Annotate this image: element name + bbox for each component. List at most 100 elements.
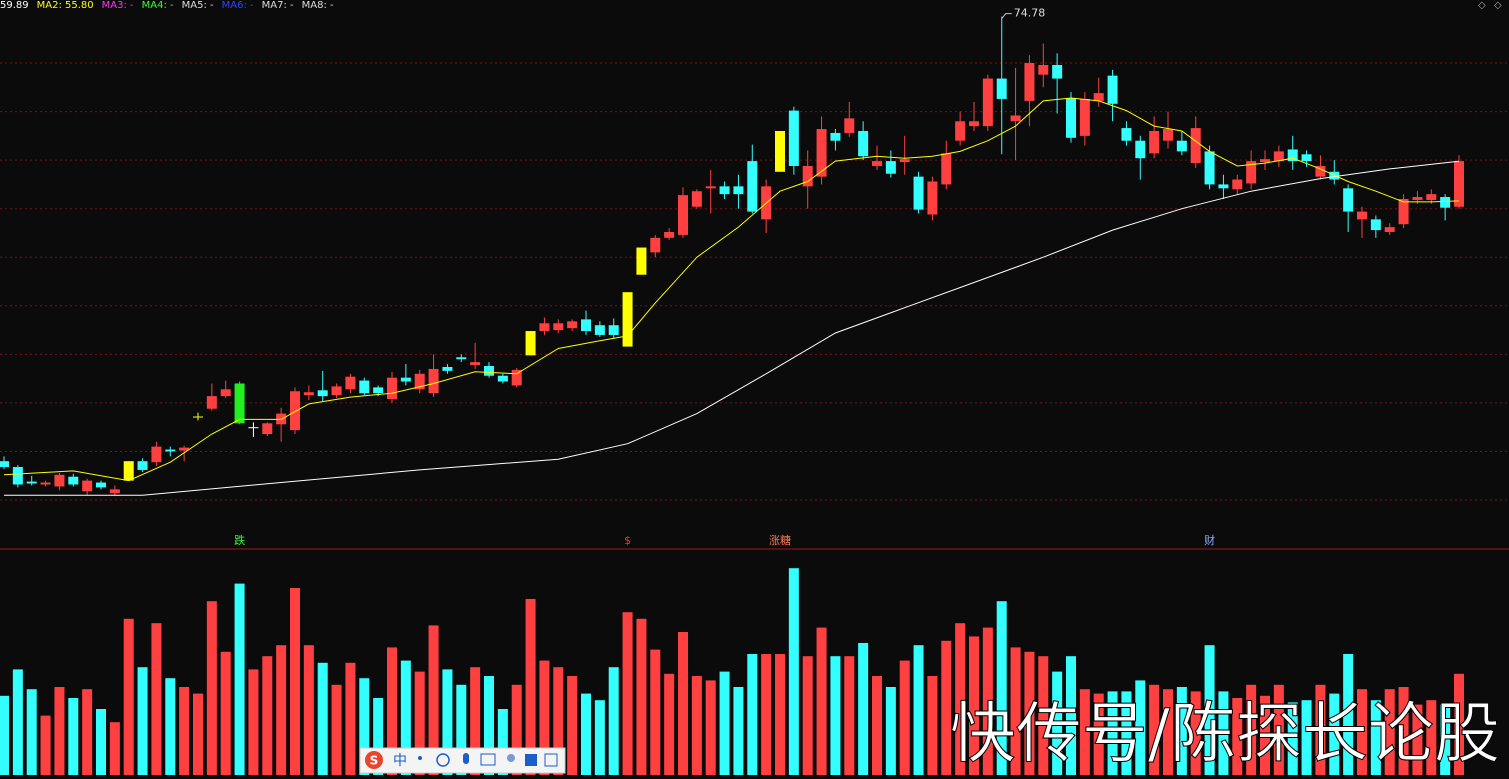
volume-bar [1426, 700, 1437, 775]
volume-bar [816, 627, 827, 775]
legend-entry: MA2: 55.80 [37, 0, 94, 11]
volume-bar [691, 676, 702, 775]
candle-body [12, 467, 23, 485]
candle-body [1079, 98, 1090, 136]
candle-body [179, 447, 190, 451]
volume-bar [1163, 689, 1173, 775]
volume-bar [345, 662, 356, 775]
volume-bar [1370, 700, 1381, 775]
candle-body [678, 195, 688, 235]
candle-body [165, 449, 176, 452]
volume-bar [913, 645, 924, 775]
candle-body [1273, 151, 1284, 162]
corner-icon: ◇ [1494, 0, 1502, 11]
volume-bar [123, 618, 134, 775]
volume-bar [1246, 684, 1257, 775]
volume-bar [303, 645, 314, 775]
candle-body [1412, 197, 1423, 200]
event-label: 涨糖 [769, 533, 791, 547]
candle-body [581, 319, 591, 332]
volume-bar [165, 678, 176, 775]
candle-body [387, 377, 397, 400]
volume-bar [1052, 671, 1063, 775]
volume-bar [40, 715, 51, 775]
legend-entry: MA4: - [142, 0, 174, 11]
candle-body [982, 78, 993, 127]
candle-body [1398, 198, 1409, 225]
corner-icon: ◇ [1478, 0, 1486, 11]
volume-bar [719, 671, 730, 775]
candle-body [123, 461, 134, 481]
candle-body [442, 366, 453, 371]
candle-body [788, 110, 799, 166]
volume-bar [456, 684, 467, 775]
watermark: 快传号/陈探长论股 [950, 695, 1500, 772]
volume-bar [1412, 704, 1423, 775]
candle-body [1246, 161, 1257, 184]
volume-bar [581, 693, 591, 775]
volume-bar [151, 623, 162, 775]
volume-bar [359, 678, 370, 775]
volume-bar [1301, 700, 1312, 775]
volume-bar [525, 599, 536, 775]
volume-bar [1024, 651, 1035, 775]
volume-bar [0, 695, 9, 775]
volume-bar [830, 656, 841, 775]
candle-body [359, 380, 370, 394]
volume-bar [1038, 656, 1049, 775]
candle-body [996, 78, 1007, 99]
candle-body [0, 461, 9, 468]
volume-bar [636, 618, 647, 775]
candle-body [1204, 151, 1215, 185]
volume-bar [1190, 691, 1201, 775]
candle-body [872, 161, 882, 166]
candle-body [1038, 64, 1049, 75]
candle-body [1440, 197, 1451, 208]
volume-bar [484, 676, 494, 775]
event-label: 跌 [234, 533, 245, 547]
volume-bar [400, 660, 411, 775]
candle-body [373, 387, 384, 394]
candle-body [26, 481, 37, 484]
volume-bar [1357, 689, 1367, 775]
volume-bar [1204, 645, 1215, 775]
volume-bar [996, 601, 1007, 775]
candle-body [109, 489, 120, 494]
volume-bar [68, 698, 79, 775]
event-label: 财 [1204, 533, 1215, 547]
ime-logo-letter: S [370, 754, 379, 768]
volume-bar [428, 625, 439, 775]
volume-bar [858, 643, 869, 775]
volume-bar [387, 647, 397, 775]
volume-bar [872, 676, 882, 775]
legend-entry: MA5: - [182, 0, 214, 11]
candle-body [1218, 184, 1229, 189]
candle-body [1024, 63, 1035, 101]
candle-body [1301, 154, 1312, 162]
legend-entry: 59.89 [0, 0, 29, 11]
candle-body [1260, 159, 1270, 163]
volume-bar [802, 656, 813, 775]
max-label: 74.78 [1014, 7, 1046, 20]
volume-bar [955, 623, 966, 775]
volume-bar [26, 689, 37, 775]
candle-body [1052, 64, 1063, 79]
event-label: $ [624, 534, 631, 547]
volume-bar [470, 667, 481, 775]
volume-bar [1273, 684, 1284, 775]
volume-bar [276, 645, 287, 775]
candle-body [428, 368, 439, 394]
max-pointer [1001, 13, 1012, 19]
volume-bar [1315, 684, 1326, 775]
volume-bar [414, 671, 425, 775]
candle-body [331, 386, 342, 396]
volume-bar [539, 660, 550, 775]
candle-body [719, 186, 730, 195]
candle-body [705, 186, 716, 189]
legend-entry: MA8: - [302, 0, 334, 11]
volume-bar [1329, 693, 1340, 775]
volume-bar [650, 649, 661, 775]
candle-body [955, 121, 966, 141]
volume-bar [927, 676, 938, 775]
